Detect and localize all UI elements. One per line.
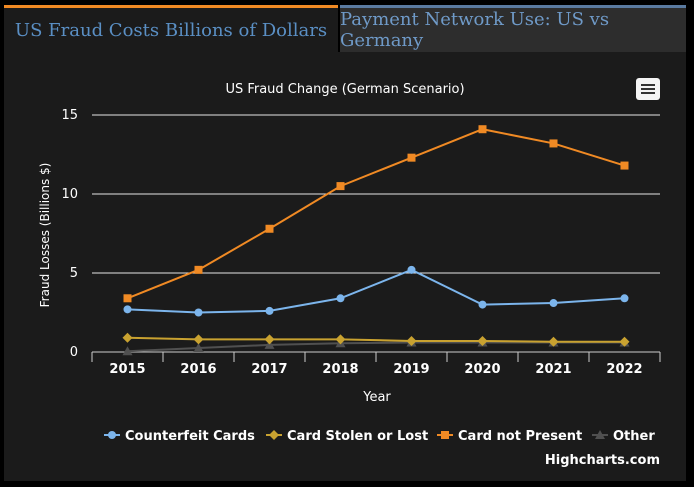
y-axis-title: Fraud Losses (Billions $) (38, 163, 52, 308)
y-tick-label: 10 (61, 187, 78, 202)
data-point (265, 224, 274, 233)
x-tick-label: 2020 (464, 362, 500, 377)
x-axis-title: Year (362, 390, 391, 405)
data-point (620, 161, 629, 170)
data-point (549, 299, 558, 308)
data-point (407, 265, 416, 274)
tab-bar: US Fraud Costs Billions of Dollars Payme… (0, 0, 694, 52)
data-point (265, 306, 274, 315)
data-point (264, 339, 275, 349)
data-point (478, 125, 487, 134)
series-line (127, 128, 625, 300)
data-point (335, 334, 346, 345)
series-card-not-present (123, 125, 629, 303)
legend-symbol-marker (441, 431, 449, 439)
data-point (194, 265, 203, 274)
legend-label: Other (613, 429, 655, 444)
series-line (127, 268, 625, 314)
x-tick-label: 2018 (322, 362, 358, 377)
data-point (548, 336, 559, 347)
credits-link[interactable]: Highcharts.com (545, 453, 660, 468)
x-tick-label: 2022 (606, 362, 642, 377)
hamburger-menu-icon[interactable] (636, 78, 660, 100)
legend-item[interactable]: Card Stolen or Lost (266, 429, 428, 444)
chart-title: US Fraud Change (German Scenario) (225, 82, 464, 97)
series-line (127, 336, 625, 343)
data-point (549, 139, 558, 148)
data-point (122, 332, 133, 343)
x-tick-label: 2015 (109, 362, 145, 377)
data-point (122, 346, 133, 356)
legend-label: Card not Present (458, 429, 582, 444)
data-point (477, 335, 488, 346)
data-point (620, 294, 629, 303)
y-tick-label: 15 (61, 108, 78, 123)
data-point (123, 294, 132, 303)
x-tick-label: 2019 (393, 362, 429, 377)
legend-label: Card Stolen or Lost (287, 429, 428, 444)
data-point (478, 300, 487, 309)
y-tick-label: 0 (70, 345, 78, 360)
data-point (194, 308, 203, 317)
data-point (193, 334, 204, 345)
series-card-stolen-or-lost (122, 332, 630, 347)
tab-us-fraud-costs[interactable]: US Fraud Costs Billions of Dollars (4, 5, 338, 52)
chart-panel: US Fraud Change (German Scenario) 0 5 10 15… (4, 52, 686, 481)
data-point (193, 343, 204, 353)
legend-item[interactable]: Counterfeit Cards (104, 429, 255, 444)
data-point (407, 153, 416, 162)
data-point (619, 336, 630, 347)
legend-symbol-marker (595, 430, 605, 439)
data-point (336, 294, 345, 303)
data-point (264, 334, 275, 345)
data-point (336, 182, 345, 191)
legend-item[interactable]: Other (592, 429, 655, 444)
legend-symbol-marker (108, 431, 116, 439)
series-counterfeit-cards (123, 265, 629, 317)
data-point (406, 335, 417, 346)
tab-payment-network-use[interactable]: Payment Network Use: US vs Germany (340, 5, 686, 52)
legend-label: Counterfeit Cards (125, 429, 255, 444)
y-tick-label: 5 (70, 266, 78, 281)
x-tick-label: 2016 (180, 362, 216, 377)
x-tick-label: 2021 (535, 362, 571, 377)
legend-item[interactable]: Card not Present (437, 429, 582, 444)
data-point (123, 305, 132, 314)
line-chart: US Fraud Change (German Scenario) 0 5 10 15… (38, 82, 661, 468)
legend-symbol-marker (269, 430, 279, 440)
x-tick-label: 2017 (251, 362, 287, 377)
